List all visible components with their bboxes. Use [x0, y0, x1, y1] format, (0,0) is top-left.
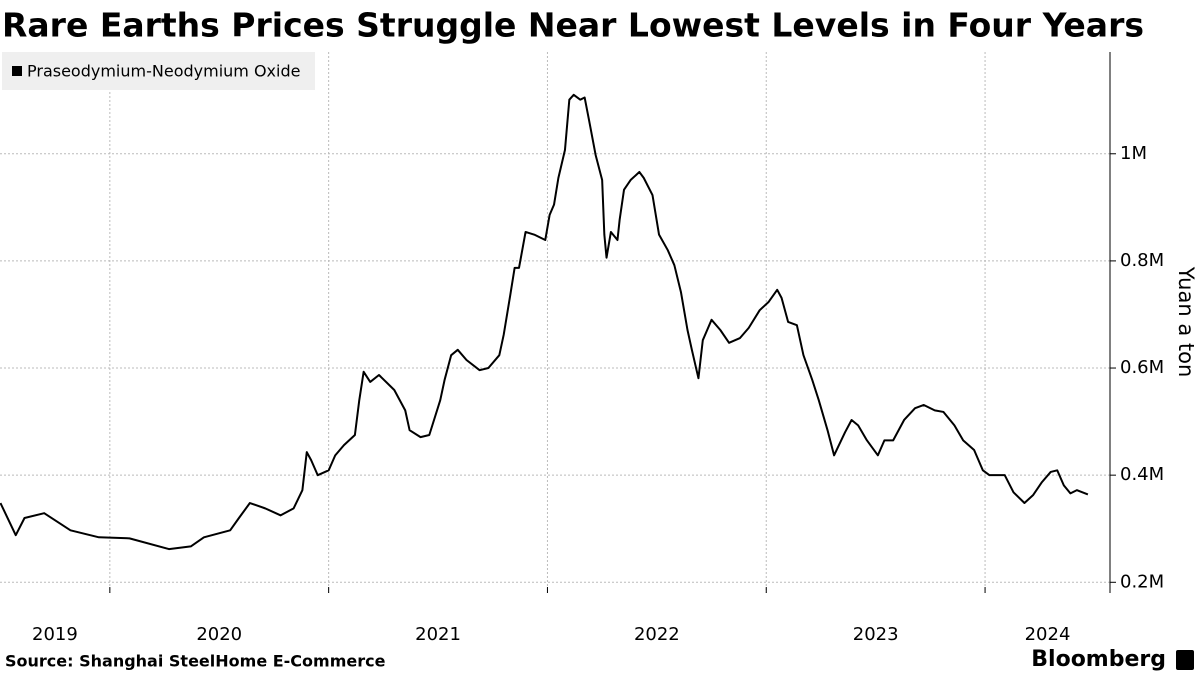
brand: Bloomberg: [1031, 647, 1166, 672]
y-tick-label: 0.8M: [1120, 250, 1164, 271]
legend-label: Praseodymium-Neodymium Oxide: [27, 62, 300, 81]
y-tick-label: 0.2M: [1120, 571, 1164, 592]
x-tick-label: 2019: [32, 624, 78, 645]
x-tick-label: 2023: [853, 624, 899, 645]
source: Source: Shanghai SteelHome E-Commerce: [5, 652, 386, 671]
x-tick-label: 2021: [415, 624, 461, 645]
x-tick-label: 2022: [634, 624, 680, 645]
x-tick-label: 2024: [1025, 624, 1071, 645]
y-tick-label: 0.4M: [1120, 464, 1164, 485]
data-line: [0, 93, 1089, 551]
brand-icon: [1176, 650, 1194, 670]
y-tick-label: 1M: [1120, 143, 1147, 164]
legend-swatch: [12, 66, 22, 76]
x-tick-label: 2020: [196, 624, 242, 645]
legend-box: [2, 52, 315, 90]
y-tick-label: 0.6M: [1120, 357, 1164, 378]
y-axis-label: Yuan a ton: [1174, 266, 1198, 378]
chart-title: Rare Earths Prices Struggle Near Lowest …: [2, 6, 1144, 45]
